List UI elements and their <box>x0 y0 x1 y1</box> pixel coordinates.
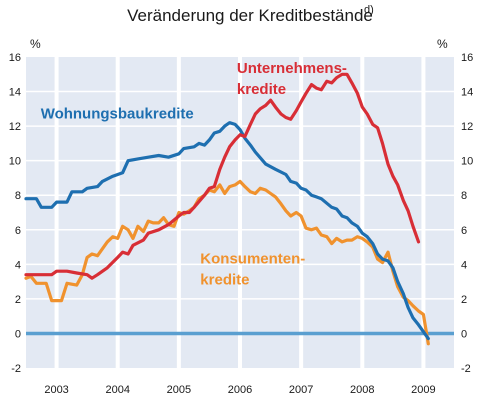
series-line-2 <box>24 179 430 346</box>
y-tick-label-right: 2 <box>461 294 467 306</box>
chart-title: Veränderung der Kreditbestände <box>127 6 373 25</box>
y-tick-label-left: 0 <box>15 328 21 340</box>
series-lines <box>24 72 430 346</box>
y-tick-label-left: 12 <box>9 121 21 133</box>
y-tick-label-left: 14 <box>9 87 21 99</box>
y-tick-labels-left: -2 0 2 4 6 8 10 12 14 16 <box>9 52 21 375</box>
y-tick-label-right: 4 <box>461 259 467 271</box>
series-line-0 <box>24 121 430 341</box>
y-tick-label-right: 0 <box>461 328 467 340</box>
chart-title-superscript: d) <box>364 4 374 16</box>
series-line-1 <box>24 72 421 280</box>
y-axis-unit-right: % <box>437 37 448 51</box>
y-tick-label-right: -2 <box>461 363 471 375</box>
y-tick-label-left: 8 <box>15 190 21 202</box>
series-label-0: Wohnungsbaukredite <box>41 105 194 122</box>
y-tick-label-right: 12 <box>461 121 473 133</box>
y-tick-label-left: 2 <box>15 294 21 306</box>
x-tick-label: 2009 <box>411 384 435 396</box>
series-label-1: kredite <box>237 81 286 98</box>
x-tick-label: 2008 <box>350 384 374 396</box>
y-tick-label-left: 10 <box>9 156 21 168</box>
y-tick-label-left: 6 <box>15 225 21 237</box>
y-tick-label-right: 6 <box>461 225 467 237</box>
y-tick-labels-right: -2 0 2 4 6 8 10 12 14 16 <box>461 52 473 375</box>
y-tick-label-right: 8 <box>461 190 467 202</box>
y-tick-label-left: -2 <box>11 363 21 375</box>
x-tick-label: 2004 <box>105 384 129 396</box>
y-tick-label-left: 4 <box>15 259 21 271</box>
x-tick-label: 2005 <box>167 384 191 396</box>
y-tick-label-right: 14 <box>461 87 473 99</box>
x-tick-label: 2006 <box>228 384 252 396</box>
series-label-2: Konsumenten- <box>200 251 305 268</box>
x-tick-label: 2003 <box>44 384 68 396</box>
x-tick-labels: 2003 2004 2005 2006 2007 2008 2009 <box>44 384 435 396</box>
series-label-1: Unternehmens- <box>237 60 347 77</box>
x-tick-label: 2007 <box>289 384 313 396</box>
y-tick-label-right: 16 <box>461 52 473 64</box>
series-labels: Wohnungsbaukredite Unternehmens-kredite Ko… <box>41 60 347 289</box>
series-label-2: kredite <box>200 272 249 289</box>
y-axis-unit-left: % <box>30 37 41 51</box>
y-tick-label-left: 16 <box>9 52 21 64</box>
y-tick-label-right: 10 <box>461 156 473 168</box>
